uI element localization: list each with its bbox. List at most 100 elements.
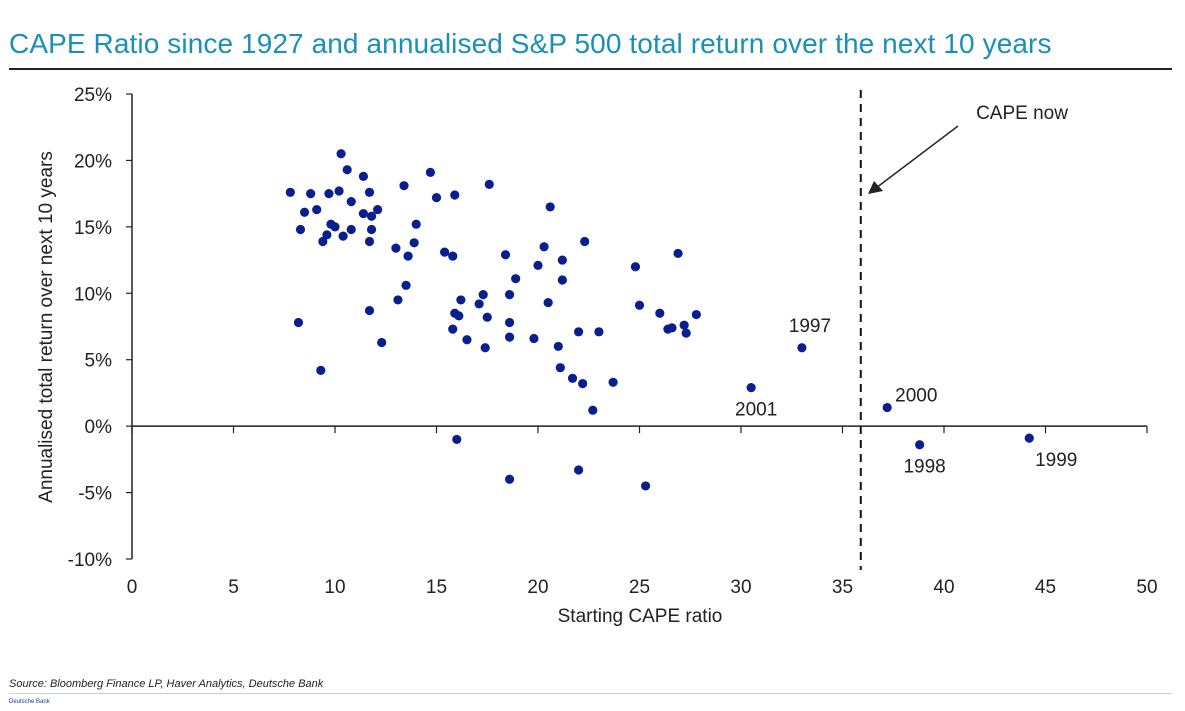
data-point: [409, 238, 419, 248]
data-point: [1024, 433, 1034, 443]
data-point: [608, 377, 618, 387]
points-group: [285, 149, 1034, 491]
data-point: [312, 204, 322, 215]
data-point: [594, 327, 604, 337]
data-point: [655, 308, 665, 318]
data-point: [543, 297, 553, 308]
data-point: [504, 290, 515, 300]
data-point: [318, 236, 328, 247]
point-annotation-2001: 2001: [735, 400, 777, 421]
y-tick-label: 25%: [74, 85, 112, 106]
data-point: [574, 327, 584, 337]
point-annotation-1998: 1998: [903, 457, 945, 478]
data-point: [364, 236, 375, 247]
data-point: [391, 243, 401, 253]
y-tick-label: -5%: [78, 484, 112, 505]
data-point: [440, 247, 450, 257]
data-point: [882, 402, 892, 413]
data-point: [330, 222, 340, 232]
data-point: [342, 165, 352, 175]
cape-now-arrowhead: [868, 181, 883, 194]
data-point: [401, 280, 411, 290]
data-point: [316, 365, 326, 375]
data-point: [746, 383, 756, 393]
y-tick-label: 5%: [85, 351, 113, 372]
data-point: [557, 275, 567, 285]
data-point: [555, 363, 565, 373]
data-point: [411, 219, 421, 229]
data-point: [480, 343, 490, 353]
data-point: [452, 434, 462, 445]
x-tick-label: 40: [933, 577, 954, 598]
data-point: [462, 335, 472, 345]
x-axis-label: Starting CAPE ratio: [558, 606, 723, 627]
data-point: [797, 343, 807, 353]
data-point: [557, 255, 567, 265]
data-point: [448, 251, 458, 261]
data-point: [338, 231, 348, 241]
data-point: [504, 332, 515, 342]
data-point: [431, 193, 442, 203]
point-annotation-1997: 1997: [789, 316, 831, 337]
data-point: [691, 309, 701, 320]
x-tick-label: 25: [629, 577, 650, 598]
data-point: [511, 274, 521, 284]
data-point: [574, 465, 584, 475]
data-point: [640, 481, 651, 491]
title-divider: [9, 68, 1172, 70]
x-tick-label: 15: [426, 577, 447, 598]
x-tick-label: 20: [527, 577, 548, 598]
data-point: [364, 187, 375, 197]
data-point: [299, 207, 310, 217]
data-point: [533, 260, 543, 270]
data-point: [358, 171, 369, 181]
data-point: [306, 189, 316, 199]
data-point: [293, 317, 304, 328]
point-annotation-2000: 2000: [895, 386, 937, 407]
axes: 25% 20% 15% 10% 5% 0% -5% -10% 0 5 10 15 20 25 30 35 40 4…: [68, 85, 1158, 598]
chart-title: CAPE Ratio since 1927 and annualised S&P…: [9, 28, 1052, 59]
y-tick-label: 0%: [85, 417, 113, 438]
data-point: [425, 167, 436, 177]
footer-divider: [9, 693, 1172, 694]
data-point: [553, 341, 563, 352]
x-tick-label: 35: [832, 577, 853, 598]
data-point: [580, 236, 590, 247]
data-point: [578, 379, 588, 389]
reference-line-group: CAPE now: [859, 90, 1068, 570]
data-point: [364, 305, 375, 316]
x-tick-label: 0: [127, 577, 138, 598]
data-point: [681, 328, 691, 338]
y-axis-label: Annualised total return over next 10 yea…: [36, 151, 57, 503]
data-point: [346, 224, 356, 235]
data-point: [504, 474, 515, 484]
data-point: [484, 179, 494, 189]
x-tick-label: 5: [228, 577, 239, 598]
data-point: [399, 181, 409, 191]
data-point: [366, 211, 377, 221]
data-point: [377, 337, 387, 348]
footer-brand: Deutsche Bank: [9, 699, 50, 705]
data-point: [358, 208, 369, 219]
y-tick-label: -10%: [68, 550, 112, 571]
data-point: [474, 299, 484, 309]
data-point: [324, 189, 334, 199]
data-point: [285, 187, 295, 197]
data-point: [630, 262, 641, 272]
data-point: [295, 224, 306, 235]
data-point: [450, 190, 460, 200]
data-point: [504, 317, 515, 328]
x-tick-label: 30: [730, 577, 751, 598]
data-point: [393, 295, 403, 305]
data-point: [673, 248, 683, 259]
y-tick-label: 15%: [74, 218, 112, 239]
data-point: [322, 230, 332, 240]
x-tick-label: 50: [1136, 577, 1157, 598]
point-annotation-1999: 1999: [1035, 450, 1077, 471]
data-point: [545, 202, 555, 212]
data-point: [373, 204, 383, 215]
annotations-group: 1997 2001 2000 1998 1999: [735, 316, 1077, 478]
y-tick-label: 20%: [74, 151, 112, 172]
data-point: [366, 224, 377, 235]
y-tick-label: 10%: [74, 284, 112, 305]
